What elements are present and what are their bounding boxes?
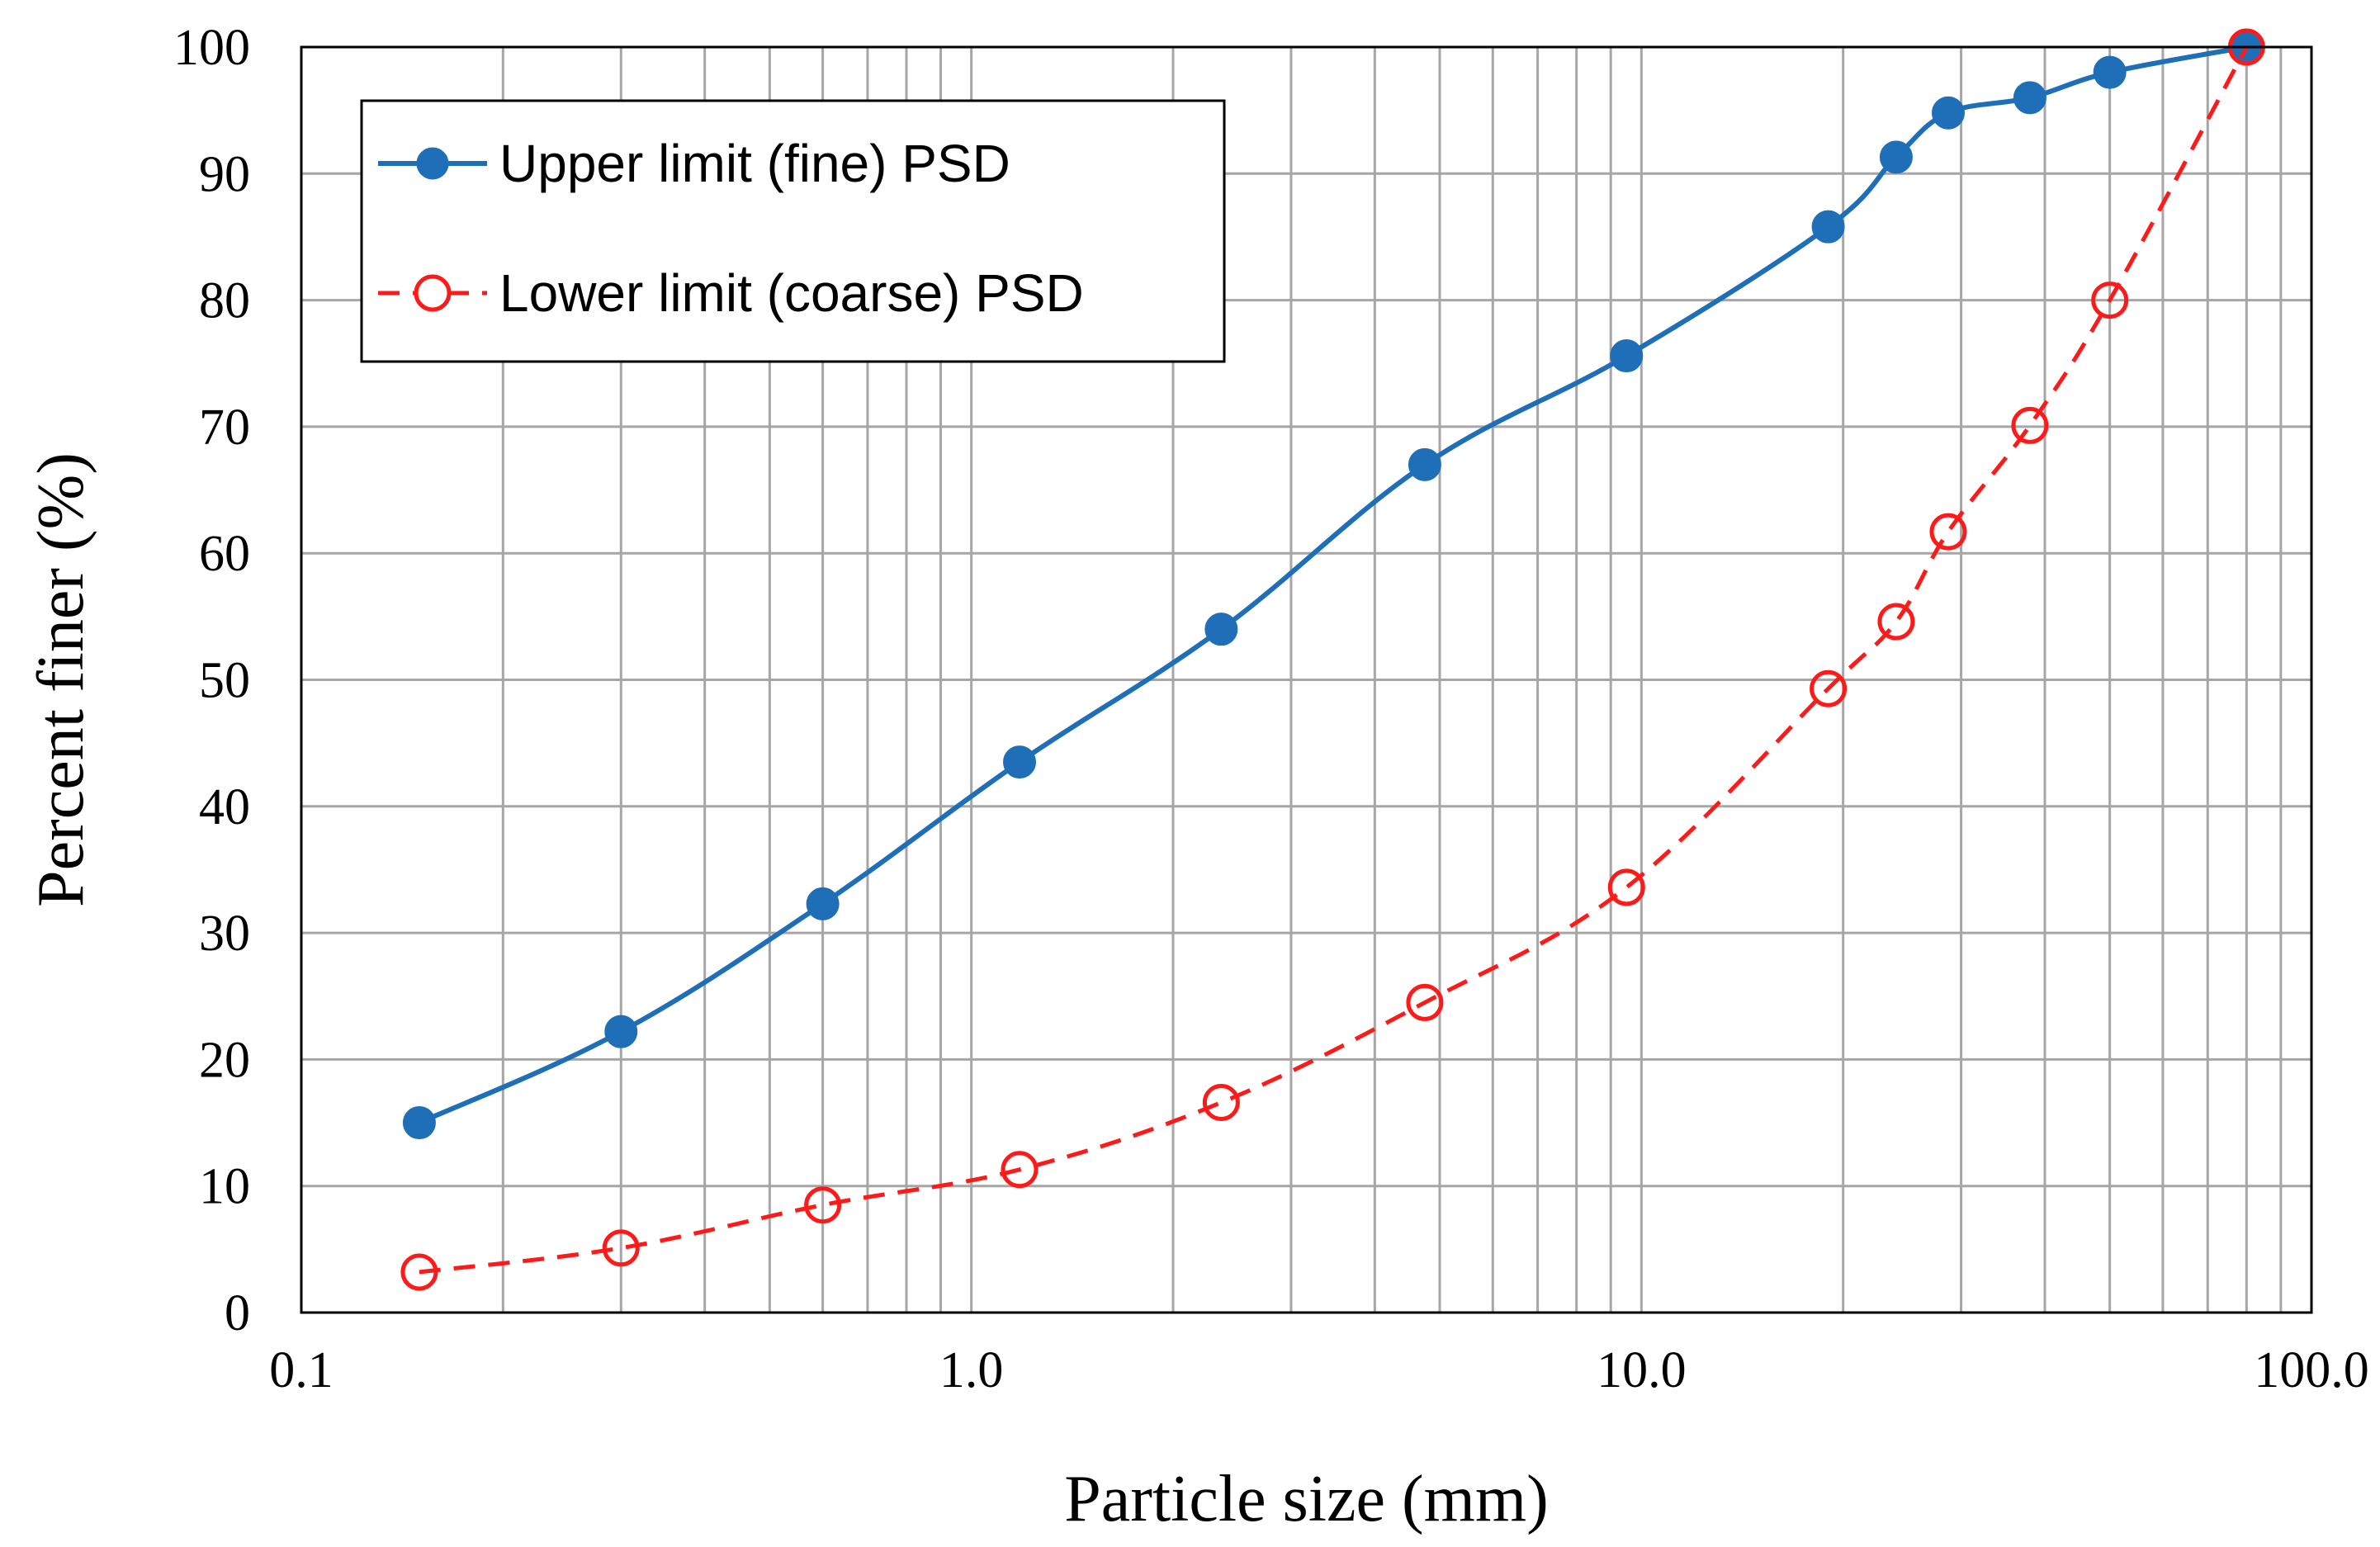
- y-tick-label: 80: [199, 273, 250, 329]
- y-tick-label: 60: [199, 526, 250, 582]
- series-layer: [400, 28, 2265, 1291]
- legend-label-lower: Lower limit (coarse) PSD: [499, 263, 1084, 323]
- legend-marker-upper: [416, 147, 449, 180]
- data-point: [1204, 613, 1238, 646]
- y-tick-label: 10: [199, 1159, 250, 1215]
- data-point: [1202, 1084, 1240, 1122]
- x-tick-label: 10.0: [1597, 1342, 1687, 1398]
- data-point: [1877, 603, 1915, 641]
- series-line: [418, 45, 2247, 1125]
- y-axis-title: Percent finer (%): [25, 452, 97, 907]
- data-point: [1406, 983, 1444, 1021]
- series-upper-limit: [402, 31, 2264, 1140]
- y-tick-label: 90: [199, 146, 250, 202]
- x-tick-label: 1.0: [939, 1342, 1004, 1398]
- y-tick-label: 40: [199, 779, 250, 835]
- legend-marker-lower: [414, 274, 452, 312]
- data-point: [1610, 339, 1644, 373]
- data-point: [2013, 81, 2046, 115]
- data-point: [1879, 140, 1913, 174]
- y-tick-label: 100: [173, 20, 250, 76]
- x-axis-title: Particle size (mm): [1064, 1463, 1548, 1535]
- legend-label-upper: Upper limit (fine) PSD: [499, 134, 1010, 193]
- data-point: [2091, 281, 2129, 319]
- plot-frame: [300, 45, 2313, 1314]
- data-point: [2011, 406, 2049, 444]
- data-point: [1810, 669, 1848, 707]
- series-lower-limit: [400, 28, 2265, 1291]
- data-point: [602, 1229, 640, 1267]
- x-tick-label: 0.1: [269, 1342, 334, 1398]
- data-point: [1811, 210, 1845, 244]
- data-point: [400, 1253, 438, 1291]
- y-tick-label: 50: [199, 653, 250, 709]
- tick-labels: 0.1 1.0 10.0 100.0 0 10 20 30 40 50 60 70 80 90 100: [173, 20, 2369, 1398]
- data-point: [2093, 55, 2127, 89]
- data-point: [1931, 96, 1965, 130]
- y-tick-label: 30: [199, 906, 250, 962]
- data-point: [1003, 745, 1037, 779]
- x-tick-label: 100.0: [2254, 1342, 2369, 1398]
- data-point: [1001, 1151, 1039, 1189]
- data-point: [604, 1015, 638, 1048]
- data-point: [806, 887, 840, 920]
- y-tick-label: 70: [199, 400, 250, 456]
- legend-box: [360, 99, 1226, 363]
- data-point: [402, 1106, 436, 1140]
- legend: Upper limit (fine) PSD Lower limit (coar…: [360, 99, 1226, 363]
- data-point: [1607, 868, 1645, 906]
- series-line: [419, 45, 2249, 1275]
- data-point: [1929, 513, 1967, 551]
- data-point: [804, 1186, 842, 1224]
- y-tick-label: 0: [225, 1285, 250, 1341]
- y-tick-label: 20: [199, 1032, 250, 1088]
- data-point: [1408, 447, 1441, 481]
